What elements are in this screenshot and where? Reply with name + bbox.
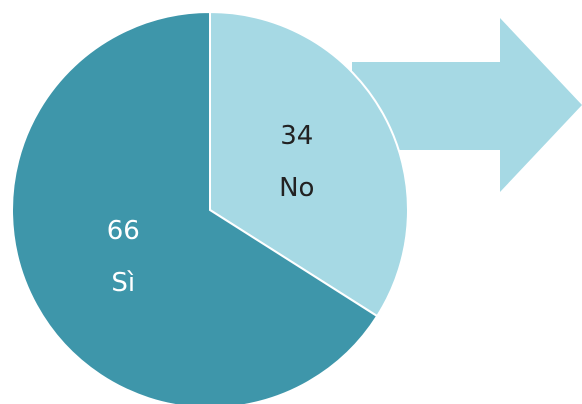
- slice-value-label: 34: [280, 121, 313, 151]
- pie-slice: [11, 10, 379, 404]
- pie-slice: [209, 10, 409, 318]
- slice-value-label: 66: [107, 216, 140, 246]
- slice-category-label: No: [279, 173, 314, 203]
- pie: 34 No 66 Sì: [11, 10, 409, 404]
- slice-category-label: Sì: [111, 268, 135, 298]
- arrow: [352, 18, 582, 192]
